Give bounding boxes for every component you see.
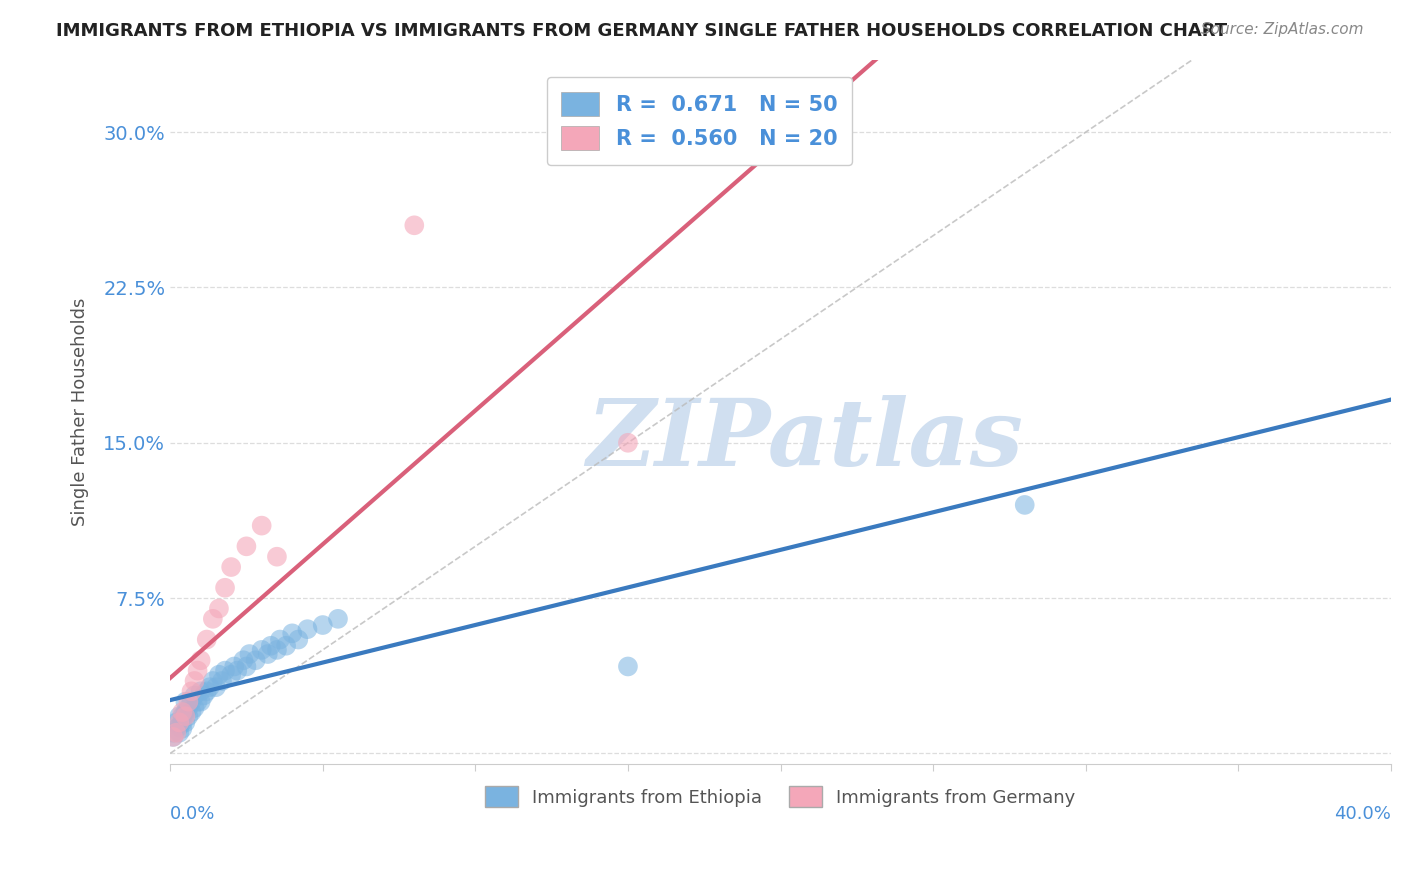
Point	[187, 695, 209, 709]
Point	[274, 639, 297, 653]
Point	[250, 643, 273, 657]
Point	[195, 684, 218, 698]
Point	[201, 612, 224, 626]
Point	[169, 719, 191, 733]
Point	[232, 653, 254, 667]
Text: ZIPatlas: ZIPatlas	[586, 395, 1024, 485]
Point	[180, 695, 202, 709]
Point	[235, 659, 257, 673]
Point	[180, 705, 202, 719]
Point	[183, 701, 205, 715]
Point	[235, 539, 257, 553]
Point	[287, 632, 309, 647]
Point	[198, 680, 221, 694]
Point	[266, 549, 288, 564]
Point	[250, 518, 273, 533]
Point	[174, 705, 197, 719]
Point	[169, 725, 191, 739]
Point	[174, 715, 197, 730]
Point	[312, 618, 335, 632]
Legend: Immigrants from Ethiopia, Immigrants from Germany: Immigrants from Ethiopia, Immigrants fro…	[475, 776, 1087, 818]
Point	[219, 667, 242, 681]
Point	[172, 709, 194, 723]
Point	[183, 673, 205, 688]
Text: 0.0%: 0.0%	[170, 805, 215, 823]
Point	[187, 664, 209, 678]
Point	[190, 653, 212, 667]
Point	[256, 647, 278, 661]
Point	[177, 695, 200, 709]
Point	[211, 673, 233, 688]
Point	[165, 722, 187, 736]
Point	[208, 667, 231, 681]
Point	[180, 684, 202, 698]
Point	[617, 659, 640, 673]
Point	[404, 219, 426, 233]
Point	[1014, 498, 1036, 512]
Point	[177, 709, 200, 723]
Point	[266, 643, 288, 657]
Point	[205, 680, 228, 694]
Point	[177, 701, 200, 715]
Point	[238, 647, 260, 661]
Point	[162, 730, 184, 744]
Point	[165, 725, 187, 739]
Point	[326, 612, 349, 626]
Text: 40.0%: 40.0%	[1334, 805, 1391, 823]
Point	[162, 730, 184, 744]
Point	[172, 705, 194, 719]
Point	[219, 560, 242, 574]
Point	[172, 715, 194, 730]
Point	[193, 689, 215, 703]
Point	[174, 695, 197, 709]
Point	[162, 725, 184, 739]
Point	[224, 659, 246, 673]
Point	[169, 709, 191, 723]
Point	[245, 653, 267, 667]
Point	[214, 664, 236, 678]
Point	[260, 639, 283, 653]
Point	[195, 632, 218, 647]
Point	[169, 715, 191, 730]
Point	[281, 626, 304, 640]
Text: Source: ZipAtlas.com: Source: ZipAtlas.com	[1201, 22, 1364, 37]
Point	[190, 684, 212, 698]
Point	[214, 581, 236, 595]
Text: IMMIGRANTS FROM ETHIOPIA VS IMMIGRANTS FROM GERMANY SINGLE FATHER HOUSEHOLDS COR: IMMIGRANTS FROM ETHIOPIA VS IMMIGRANTS F…	[56, 22, 1227, 40]
Point	[174, 709, 197, 723]
Point	[172, 722, 194, 736]
Point	[190, 695, 212, 709]
Point	[269, 632, 291, 647]
Point	[165, 715, 187, 730]
Point	[201, 673, 224, 688]
Point	[617, 435, 640, 450]
Point	[183, 689, 205, 703]
Point	[208, 601, 231, 615]
Point	[226, 664, 249, 678]
Point	[297, 622, 319, 636]
Y-axis label: Single Father Households: Single Father Households	[72, 298, 89, 526]
